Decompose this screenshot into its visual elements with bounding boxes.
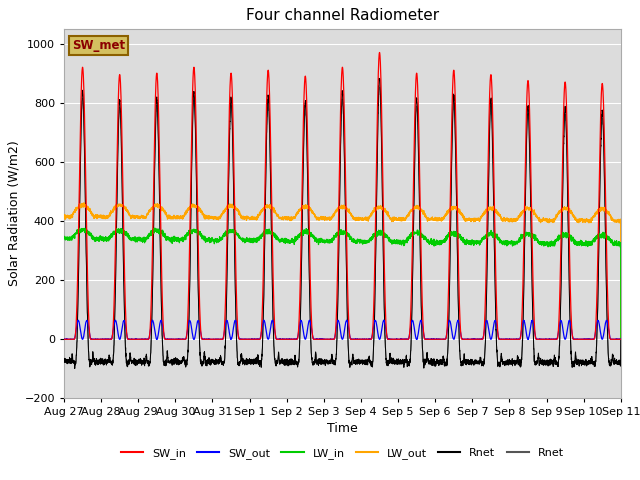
Text: SW_met: SW_met: [72, 39, 125, 52]
X-axis label: Time: Time: [327, 421, 358, 434]
Title: Four channel Radiometer: Four channel Radiometer: [246, 9, 439, 24]
Y-axis label: Solar Radiation (W/m2): Solar Radiation (W/m2): [7, 141, 20, 287]
Legend: SW_in, SW_out, LW_in, LW_out, Rnet, Rnet: SW_in, SW_out, LW_in, LW_out, Rnet, Rnet: [116, 443, 568, 463]
